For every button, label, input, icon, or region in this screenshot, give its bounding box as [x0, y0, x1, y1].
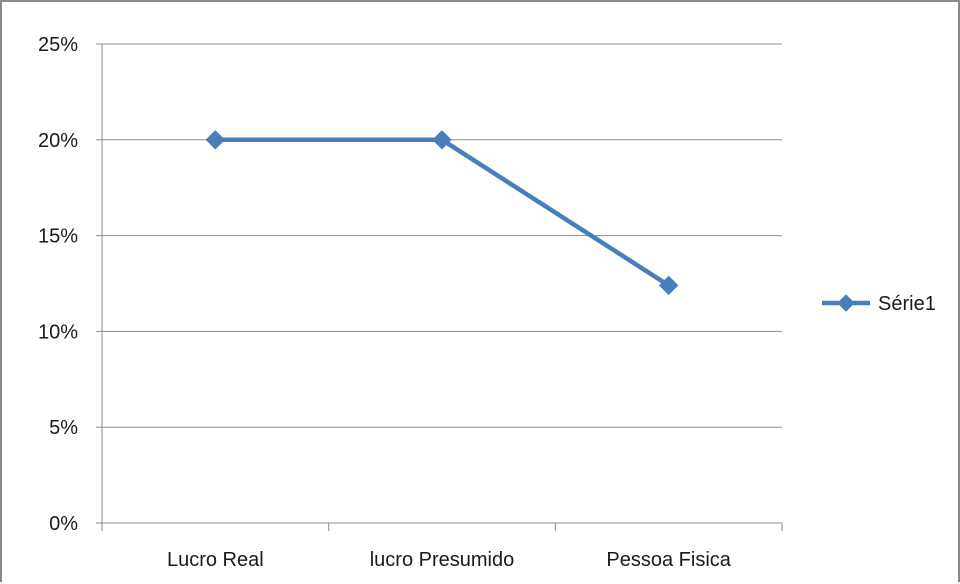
x-tick-label: lucro Presumido: [370, 549, 515, 571]
y-tick-label: 10%: [38, 321, 78, 343]
gridlines: [102, 43, 782, 428]
data-point-marker: [432, 130, 452, 150]
y-tick-label: 5%: [49, 417, 78, 439]
x-tick-label: Pessoa Fisica: [606, 549, 731, 571]
x-axis-tick-labels: Lucro Real lucro Presumido Pessoa Fisica: [167, 549, 732, 571]
legend-marker: [837, 294, 855, 312]
series-line: [215, 137, 670, 288]
y-axis-tick-labels: 0% 5% 10% 15% 20% 25%: [38, 34, 78, 535]
legend: Série1: [822, 293, 936, 315]
y-tick-label: 20%: [38, 130, 78, 152]
axes: [96, 43, 783, 531]
series-layer: [205, 130, 679, 296]
data-point-marker: [205, 130, 226, 150]
x-tick-label: Lucro Real: [167, 549, 264, 571]
y-tick-label: 25%: [38, 34, 78, 56]
y-tick-label: 15%: [38, 226, 78, 248]
legend-label: Série1: [878, 293, 936, 315]
y-tick-label: 0%: [49, 513, 78, 535]
data-point-marker: [658, 275, 679, 296]
